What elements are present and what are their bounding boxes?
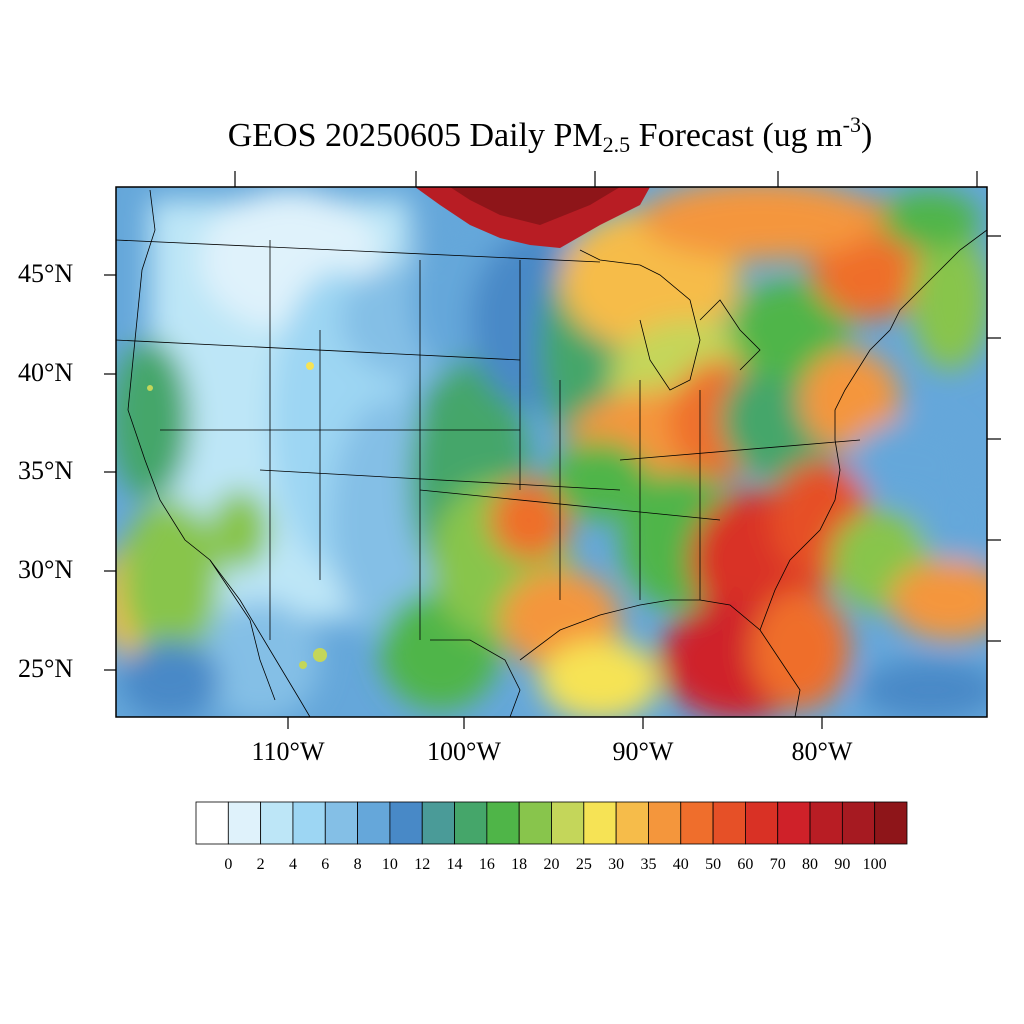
colorbar-swatch [454,801,488,845]
colorbar-label: 0 [224,856,233,873]
title-main: GEOS 20250605 Daily PM [227,117,603,154]
colorbar-label: 80 [802,856,819,873]
colorbar-label: 35 [640,856,657,873]
colorbar-label: 8 [353,856,362,873]
colorbar-label: 10 [381,856,398,873]
lat-tick-label: 30°N [18,555,74,584]
colorbar-label: 30 [608,856,625,873]
lat-tick-label: 35°N [18,456,74,485]
colorbar-label: 60 [737,856,754,873]
colorbar-swatch [712,801,746,845]
colorbar-swatch [841,801,876,845]
colorbar-label: 18 [511,856,528,873]
concentration-field [116,187,987,717]
map-title: GEOS 20250605 Daily PM2.5 Forecast (ug m… [0,112,1024,158]
colorbar-swatch [777,801,811,845]
colorbar-label: 20 [543,856,560,873]
colorbar-swatch [551,801,585,845]
colorbar-swatch [389,801,423,845]
colorbar-swatch [874,801,908,845]
colorbar-swatch [421,801,455,845]
colorbar-label: 14 [446,856,463,873]
colorbar-label: 70 [769,856,786,873]
colorbar-swatch [260,801,294,845]
colorbar-swatch [195,801,229,845]
lat-tick-label: 40°N [18,358,74,387]
colorbar-label: 100 [862,856,887,873]
colorbar-swatch [615,801,649,845]
lon-tick-label: 80°W [791,737,853,766]
colorbar-label: 12 [414,856,431,873]
colorbar-swatch [357,801,391,845]
lon-tick-label: 90°W [612,737,674,766]
coastline-overlay [116,189,987,717]
colorbar-label: 40 [672,856,689,873]
colorbar-swatch [518,801,552,845]
colorbar-label: 50 [705,856,722,873]
lat-tick-label: 45°N [18,259,74,288]
axis-ticks [104,171,1001,729]
title-subscript: 2.5 [602,132,631,157]
lon-tick-label: 100°W [427,737,501,766]
colorbar-label: 4 [288,856,297,873]
colorbar-label: 16 [478,856,495,873]
colorbar-label: 90 [834,856,851,873]
colorbar-swatch [809,801,843,845]
colorbar-swatch [324,801,358,845]
title-superscript: -3 [842,112,861,137]
colorbar-swatch [292,801,326,845]
colorbar-swatch [648,801,682,845]
colorbar-swatch [583,801,617,845]
colorbar-label: 2 [256,856,265,873]
colorbar-swatch [745,801,779,845]
lat-tick-label: 25°N [18,654,74,683]
colorbar-swatch [227,801,262,845]
title-end: ) [860,117,873,154]
colorbar-label: 6 [321,856,330,873]
colorbar-swatch [486,801,520,845]
colorbar-label: 25 [575,856,592,873]
map-frame [115,186,988,718]
colorbar-swatch [680,801,714,845]
lon-tick-label: 110°W [251,737,325,766]
title-middle: Forecast (ug m [630,117,843,154]
